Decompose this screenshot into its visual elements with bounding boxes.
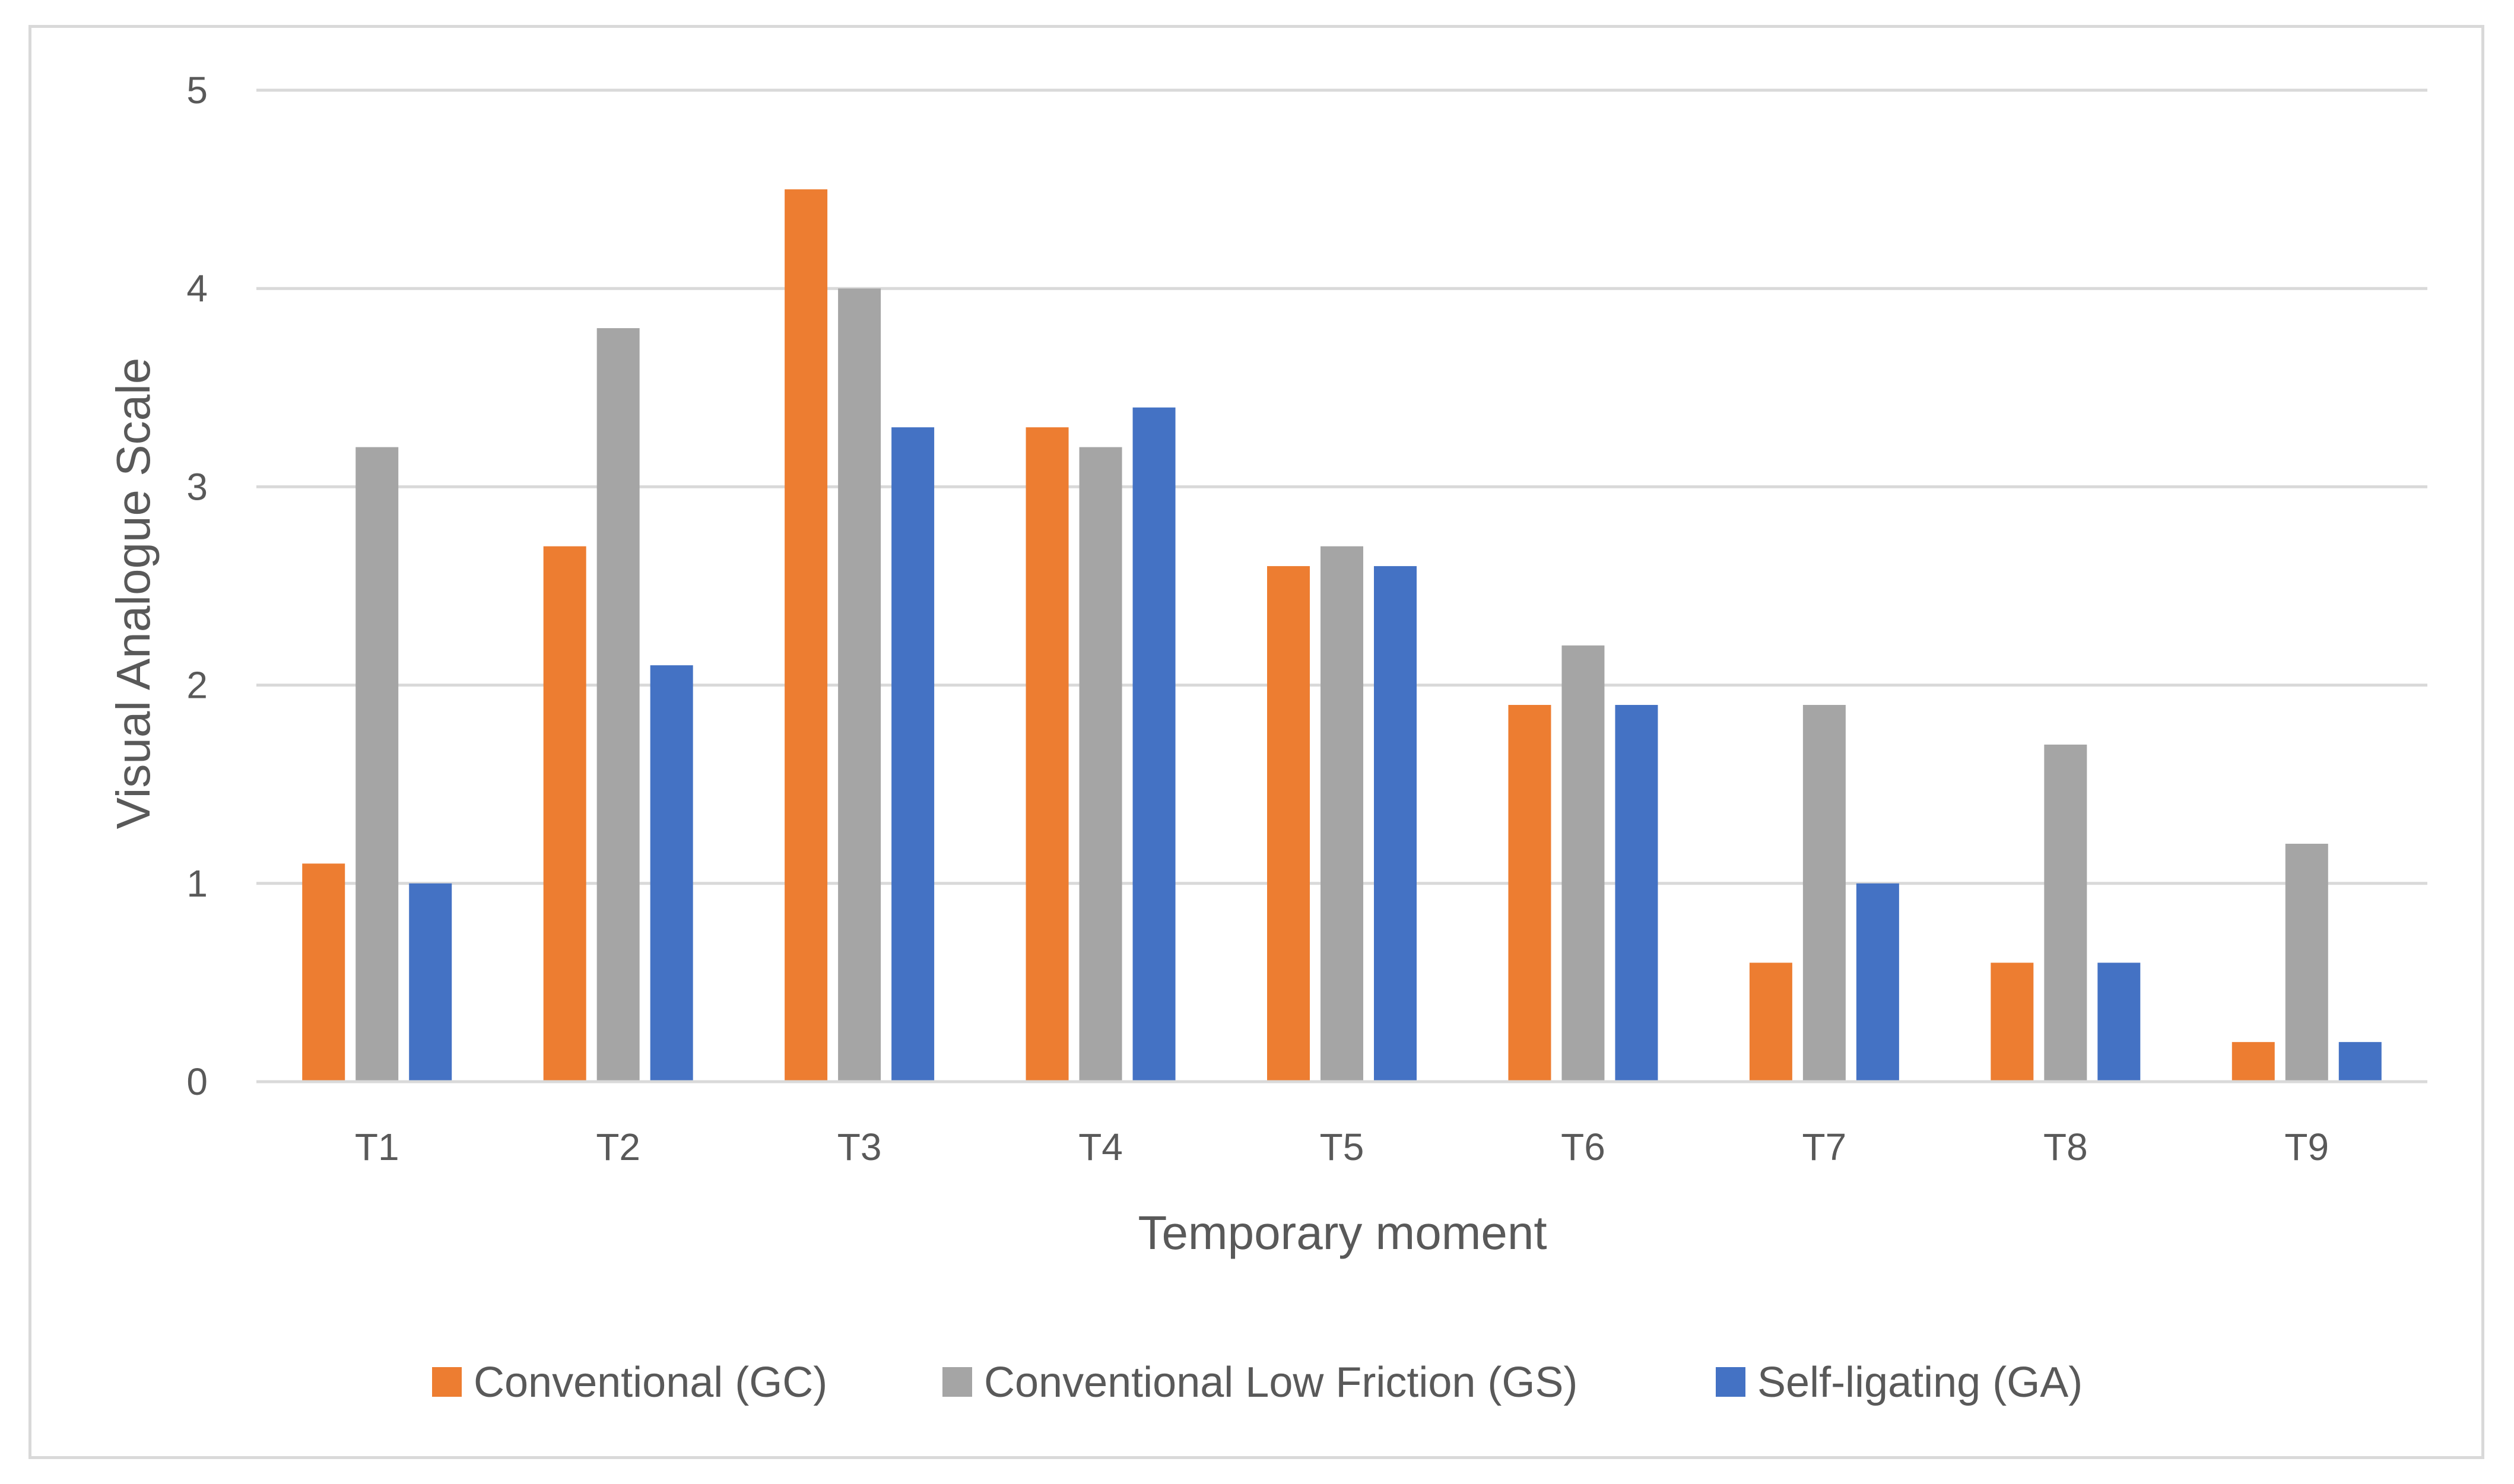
x-tick-label-t5: T5 xyxy=(1320,1126,1364,1168)
bar-t1-series-2 xyxy=(355,447,399,1082)
x-tick-label-t3: T3 xyxy=(837,1126,882,1168)
y-tick-label: 1 xyxy=(186,862,208,905)
legend-label-2: Conventional Low Friction (GS) xyxy=(984,1359,1577,1406)
legend-swatch-1 xyxy=(432,1367,462,1397)
bar-t6-series-3 xyxy=(1615,705,1658,1082)
legend-swatch-2 xyxy=(942,1367,972,1397)
x-tick-label-t2: T2 xyxy=(596,1126,640,1168)
bar-t4-series-2 xyxy=(1079,447,1122,1082)
bar-t2-series-1 xyxy=(543,546,586,1082)
y-tick-label: 4 xyxy=(186,267,208,310)
x-tick-label-t8: T8 xyxy=(2043,1126,2088,1168)
bar-t6-series-1 xyxy=(1508,705,1551,1082)
bar-t4-series-3 xyxy=(1132,407,1176,1082)
bar-t7-series-1 xyxy=(1749,962,1792,1082)
x-axis-title: Temporary moment xyxy=(1138,1206,1547,1259)
x-tick-label-t6: T6 xyxy=(1561,1126,1605,1168)
y-tick-label: 2 xyxy=(186,664,208,707)
bar-t2-series-2 xyxy=(596,328,640,1082)
bar-t9-series-2 xyxy=(2285,843,2328,1082)
bar-t3-series-3 xyxy=(891,427,935,1082)
bar-t1-series-3 xyxy=(409,883,452,1082)
bar-t6-series-2 xyxy=(1561,645,1605,1082)
y-axis-ticks: 0 1 2 3 4 5 xyxy=(186,69,208,1103)
bar-t7-series-3 xyxy=(1856,883,1899,1082)
x-tick-label-t4: T4 xyxy=(1078,1126,1123,1168)
y-axis-title: Visual Analogue Scale xyxy=(107,358,160,830)
bar-t8-series-1 xyxy=(1991,962,2034,1082)
bar-t9-series-1 xyxy=(2232,1042,2275,1082)
bar-t5-series-1 xyxy=(1267,566,1310,1082)
x-tick-label-t9: T9 xyxy=(2284,1126,2329,1168)
y-tick-label: 3 xyxy=(186,465,208,508)
bar-t5-series-2 xyxy=(1321,546,1363,1082)
bar-t3-series-2 xyxy=(838,288,881,1082)
bars xyxy=(302,189,2382,1082)
legend-label-3: Self-ligating (GA) xyxy=(1757,1359,2083,1406)
legend-swatch-3 xyxy=(1716,1367,1745,1397)
bar-t8-series-3 xyxy=(2097,962,2141,1082)
bar-t5-series-3 xyxy=(1374,566,1417,1082)
chart-frame xyxy=(28,25,2484,1459)
bar-t4-series-1 xyxy=(1026,427,1069,1082)
y-tick-label: 0 xyxy=(186,1060,208,1103)
x-tick-label-t7: T7 xyxy=(1802,1126,1847,1168)
bar-t8-series-2 xyxy=(2044,744,2087,1082)
bar-t3-series-1 xyxy=(785,189,828,1082)
x-tick-label-t1: T1 xyxy=(355,1126,399,1168)
legend: Conventional (GC) Conventional Low Fricti… xyxy=(432,1359,2083,1406)
legend-label-1: Conventional (GC) xyxy=(474,1359,827,1406)
x-axis-ticks: T1 T2 T3 T4 T5 T6 T7 T8 T9 xyxy=(256,1080,2427,1168)
y-tick-label: 5 xyxy=(186,69,208,112)
bar-t2-series-3 xyxy=(650,665,693,1082)
bar-t9-series-3 xyxy=(2338,1042,2382,1082)
bar-t7-series-2 xyxy=(1802,705,1846,1082)
bar-t1-series-1 xyxy=(302,863,345,1082)
